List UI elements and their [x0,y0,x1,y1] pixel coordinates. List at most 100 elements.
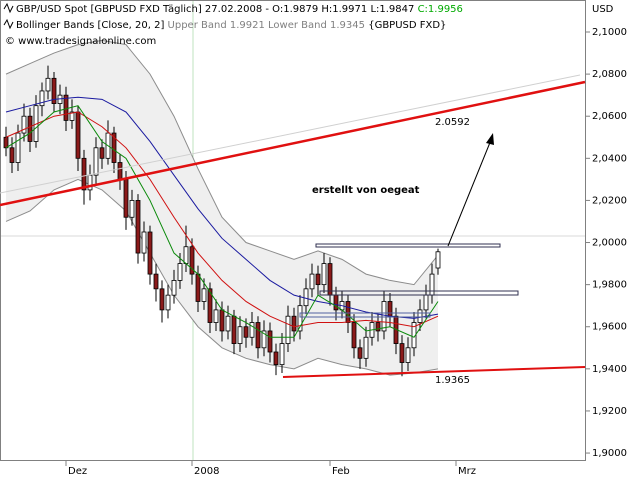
candle-body [303,288,309,307]
y-tick-label: 2,0400 [592,153,627,164]
header-subtitle-bands: Upper Band 1.9921 Lower Band 1.9345 [168,20,365,31]
band-upper [5,39,439,286]
candle-body [351,322,357,349]
candle-body [3,136,9,149]
header-icon [3,18,14,30]
candle-body [117,162,123,180]
candle-body [237,326,243,344]
candle-body [273,351,279,366]
y-tick-label: 2,0000 [592,238,627,249]
candle-body [111,132,117,163]
ma-line [5,96,439,319]
header-title: GBP/USD Spot [GBPUSD FXD Täglich] 27.02.… [16,4,463,15]
candle-body [405,347,411,363]
trend-line-lower [282,366,586,378]
y-tick-label: 2,1000 [592,27,627,38]
candle-body [321,263,327,286]
candle-body [315,273,321,286]
header-subtitle-symbol: {GBPUSD FXD} [368,20,446,31]
candle-body [249,322,255,338]
candle-body [213,309,219,323]
candle-body [201,288,207,302]
y-unit: USD [592,4,614,15]
y-tick-label: 2,0200 [592,195,627,206]
candle-body [243,326,249,338]
candle-body [93,147,99,176]
header-subtitle: Bollinger Bands [Close, 20, 2] Upper Ban… [16,20,446,31]
candle-body [63,94,69,121]
candle-body [345,301,351,323]
y-tick-label: 1,9800 [592,280,627,291]
candle-body [87,174,93,191]
candle-body [435,251,441,269]
ma-line [5,111,439,328]
candle-body [375,322,381,332]
y-tick-label: 2,0600 [592,111,627,122]
candle-body [387,301,393,317]
candle-body [357,347,363,359]
y-tick-label: 1,9000 [592,448,627,459]
candle-body [21,115,27,134]
candle-body [207,288,213,323]
candle-body [261,330,267,349]
x-tick-label: Mrz [458,466,476,477]
candle-body [309,273,315,290]
candle-body [255,322,261,349]
candle-body [15,132,21,163]
candle-body [171,280,177,296]
candle-body [327,263,333,296]
candle-body [189,246,195,275]
candle-body [183,246,189,264]
annotation: 2.0592 [435,117,470,128]
y-tick-label: 2,0800 [592,69,627,80]
line-layer [5,96,439,338]
candle-body [51,77,57,104]
candle-body [69,111,75,121]
candle-body [297,305,303,332]
box-middle [319,290,519,296]
candle-body [267,330,273,353]
band-lower [5,178,439,376]
x-tick-label: 2008 [194,466,219,477]
candle-body [27,115,33,142]
y-tick-label: 1,9200 [592,406,627,417]
candle-body [279,343,285,366]
candle-body [381,301,387,332]
header-close: C:1.9956 [418,4,463,15]
ma-line [5,105,439,338]
header-icon [3,2,14,14]
candle-body [45,77,51,92]
candle-body [291,315,297,332]
y-tick-label: 1,9600 [592,322,627,333]
arrow-head [486,133,494,145]
candle-body [363,336,369,359]
candle-body [417,309,423,323]
candle-body [99,147,105,159]
candle-body [141,231,147,254]
candle-body [159,288,165,311]
candle-body [195,273,201,302]
y-tick-label: 1,9400 [592,364,627,375]
candle-body [225,315,231,332]
candle-body [423,294,429,311]
candle-body [129,200,135,218]
candle-body [75,111,81,159]
candle-body [285,315,291,344]
annotation: erstellt von oegeat [312,185,420,196]
candle-body [333,294,339,311]
x-tick-label: Feb [332,466,350,477]
x-tick-label: Dez [68,466,87,477]
candle-body [135,200,141,254]
header-copyright: © www.tradesignalonline.com [5,36,156,47]
box-upper [315,243,501,248]
header: GBP/USD Spot [GBPUSD FXD Täglich] 27.02.… [3,2,463,47]
arrow-shaft [447,139,492,247]
candle-body [147,231,153,275]
header-subtitle-main: Bollinger Bands [Close, 20, 2] [16,20,164,31]
candle-body [39,90,45,107]
candle-body [399,343,405,363]
candle-body [9,147,15,163]
trend-line-thin [0,74,581,194]
candle-body [153,273,159,290]
